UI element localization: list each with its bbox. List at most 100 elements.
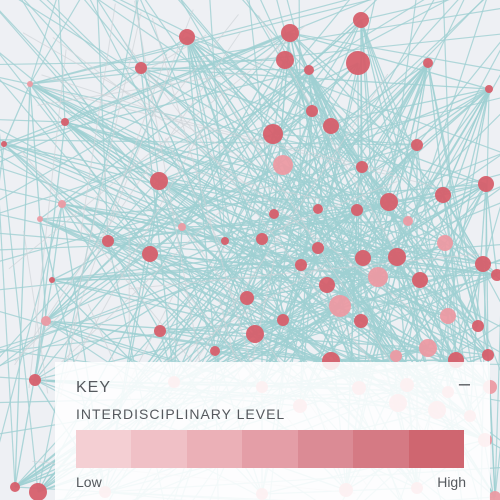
network-edge [272,88,490,135]
network-edge [289,32,500,72]
network-node[interactable] [312,242,324,254]
scale-step-4 [242,430,298,468]
key-subtitle: INTERDISCIPLINARY LEVEL [76,406,286,422]
network-node[interactable] [351,204,363,216]
network-edge [39,0,275,215]
network-node[interactable] [49,277,55,283]
network-node[interactable] [142,246,158,262]
network-node[interactable] [354,314,368,328]
network-edge [442,194,500,303]
network-node[interactable] [37,216,43,222]
network-edge [108,9,194,226]
network-node[interactable] [403,216,413,226]
network-node[interactable] [273,155,293,175]
network-node[interactable] [478,176,494,192]
scale-step-6 [353,430,409,468]
network-node[interactable] [329,295,351,317]
network-node[interactable] [179,29,195,45]
network-node[interactable] [58,200,66,208]
network-edge [357,62,360,389]
network-node[interactable] [27,81,33,87]
network-node[interactable] [246,325,264,343]
network-node[interactable] [482,349,494,361]
network-node[interactable] [355,250,371,266]
network-node[interactable] [353,12,369,28]
network-edge [419,183,487,281]
scale-high-label: High [437,474,466,490]
network-node[interactable] [178,223,186,231]
network-node[interactable] [221,237,229,245]
network-node[interactable] [356,161,368,173]
network-node[interactable] [412,272,428,288]
network-node[interactable] [61,118,69,126]
network-node[interactable] [346,51,370,75]
network-edge [169,14,239,102]
network-edge [140,67,310,71]
network-node[interactable] [423,58,433,68]
network-node[interactable] [150,172,168,190]
network-node[interactable] [388,248,406,266]
network-node[interactable] [276,51,294,69]
network-node[interactable] [135,62,147,74]
network-node[interactable] [304,65,314,75]
network-node[interactable] [41,316,51,326]
network-node[interactable] [10,482,20,492]
network-edge [0,132,39,493]
network-edge [97,0,142,69]
network-edge [14,83,31,488]
network-edge [159,186,500,332]
network-node[interactable] [419,339,437,357]
network-edge [261,194,444,388]
network-node[interactable] [102,235,114,247]
network-edge [138,263,327,380]
network-edge [248,180,398,241]
network-node[interactable] [411,139,423,151]
network-edge [107,240,161,332]
network-node[interactable] [306,105,318,117]
network-node[interactable] [323,118,339,134]
network-edge [151,17,264,406]
network-node[interactable] [295,259,307,271]
network-edge [0,129,491,388]
network-edge [79,3,116,237]
network-node[interactable] [485,85,493,93]
network-node[interactable] [269,209,279,219]
network-edge [173,258,500,383]
network-node[interactable] [313,204,323,214]
network-node[interactable] [491,269,500,281]
network-node[interactable] [489,491,500,500]
network-node[interactable] [440,308,456,324]
network-node[interactable] [256,233,268,245]
network-node[interactable] [390,350,402,362]
network-node[interactable] [29,374,41,386]
network-node[interactable] [240,291,254,305]
network-node[interactable] [472,320,484,332]
network-edge [158,180,319,249]
network-edge [29,0,349,85]
network-node[interactable] [29,483,47,500]
network-node[interactable] [437,235,453,251]
network-edge [96,0,109,242]
key-panel: KEY – INTERDISCIPLINARY LEVEL Low High [55,362,490,500]
network-node[interactable] [319,277,335,293]
network-node[interactable] [435,187,451,203]
network-node[interactable] [368,267,388,287]
network-node[interactable] [1,141,7,147]
network-edge [0,59,286,66]
network-node[interactable] [277,314,289,326]
network-edge [51,244,500,281]
network-node[interactable] [154,325,166,337]
network-edge [144,0,319,249]
network-node[interactable] [380,193,398,211]
network-node[interactable] [210,346,220,356]
network-edge [61,203,500,265]
scale-step-3 [186,430,243,468]
network-edge [89,0,301,407]
network-node[interactable] [263,124,283,144]
network-node[interactable] [475,256,491,272]
collapse-key-button[interactable]: – [458,373,470,395]
network-node[interactable] [281,24,299,42]
network-edge [330,347,429,362]
network-edge [0,10,160,182]
